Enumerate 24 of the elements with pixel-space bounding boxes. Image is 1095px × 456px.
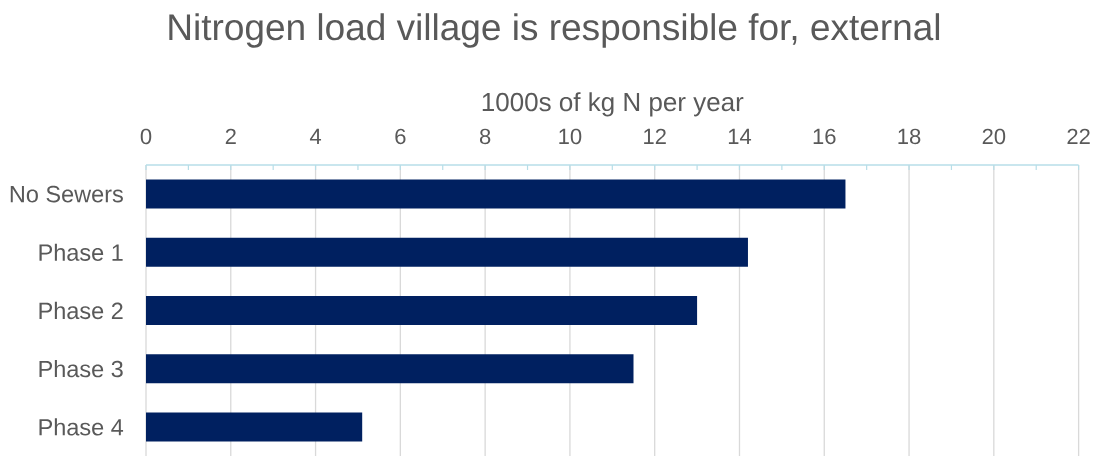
x-tick-label: 10 — [559, 128, 582, 145]
bar — [146, 179, 846, 209]
x-tick-label: 0 — [140, 128, 152, 145]
x-tick-label: 4 — [309, 128, 322, 145]
y-tick-label: Phase 1 — [39, 243, 123, 261]
bar — [146, 237, 748, 267]
y-tick-label: No Sewers — [10, 185, 123, 203]
x-tick-label: 22 — [1067, 128, 1090, 145]
y-tick-label: Phase 3 — [39, 360, 123, 378]
x-tick-label: 16 — [813, 128, 836, 145]
y-tick-label: Phase 2 — [39, 301, 123, 320]
chart-title: Nitrogen load village is responsible for, external — [169, 13, 940, 48]
x-tick-label: 6 — [395, 128, 406, 145]
x-tick-label: 18 — [898, 128, 921, 145]
x-tick-label: 12 — [644, 128, 666, 145]
x-tick-label: 20 — [982, 128, 1006, 145]
bar — [146, 354, 634, 384]
x-tick-label: 8 — [479, 128, 491, 145]
bar — [146, 296, 698, 325]
y-tick-label: Phase 4 — [39, 418, 124, 436]
x-axis-title: 1000s of kg N per year — [482, 92, 744, 117]
x-tick-label: 14 — [728, 128, 752, 145]
bar — [146, 412, 363, 442]
x-tick-label: 2 — [225, 128, 236, 145]
